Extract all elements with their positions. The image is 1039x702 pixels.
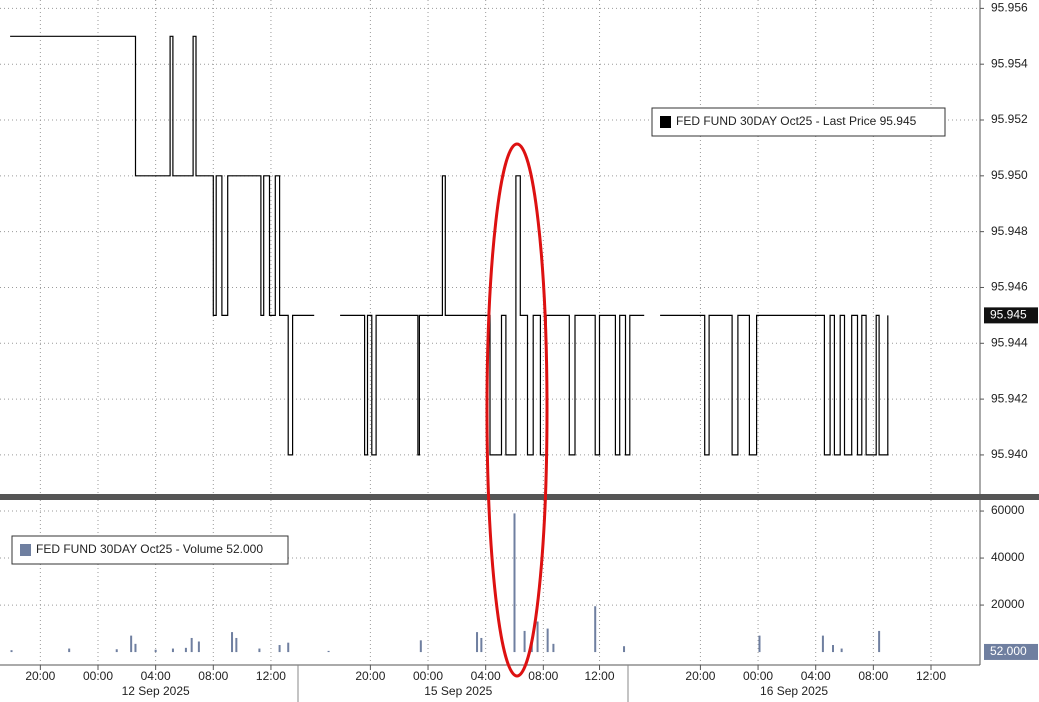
y-tick-label: 20000 [991, 597, 1025, 611]
legend-label: FED FUND 30DAY Oct25 - Volume 52.000 [36, 542, 263, 556]
volume-bar [513, 513, 516, 653]
x-tick-label: 00:00 [743, 669, 773, 683]
x-tick-label: 04:00 [471, 669, 501, 683]
x-tick-label: 00:00 [83, 669, 113, 683]
x-tick-label: 04:00 [801, 669, 831, 683]
volume-bar [623, 646, 626, 653]
last-value-label: 95.945 [990, 308, 1027, 322]
volume-bar [184, 647, 187, 653]
volume-bar [878, 630, 881, 653]
legend-swatch [20, 544, 31, 556]
volume-bar [476, 632, 479, 653]
volume-bar [821, 635, 824, 653]
legend-box [11, 535, 289, 565]
y-tick-label: 95.948 [991, 224, 1028, 238]
x-tick-label: 20:00 [355, 669, 385, 683]
y-tick-label: 95.942 [991, 391, 1028, 405]
volume-bar [130, 635, 133, 653]
volume-bar [231, 632, 234, 653]
y-tick-label: 60000 [991, 503, 1025, 517]
volume-bar [197, 641, 200, 653]
volume-bar [536, 621, 539, 653]
volume-bar [134, 643, 137, 653]
x-tick-label: 00:00 [413, 669, 443, 683]
volume-bar [278, 645, 281, 653]
date-label: 12 Sep 2025 [122, 684, 190, 698]
volume-bar [115, 649, 118, 653]
last-value-tag [984, 643, 1038, 660]
x-tick-label: 04:00 [141, 669, 171, 683]
volume-bar [594, 606, 597, 653]
volume-bar [840, 648, 843, 653]
panel-separator [0, 494, 1039, 500]
x-tick-label: 08:00 [198, 669, 228, 683]
y-tick-label: 95.954 [991, 56, 1028, 70]
volume-bar [327, 650, 330, 653]
y-tick-label: 95.952 [991, 112, 1028, 126]
x-tick-label: 12:00 [256, 669, 286, 683]
x-tick-label: 12:00 [585, 669, 615, 683]
x-tick-label: 12:00 [916, 669, 946, 683]
volume-bar [154, 649, 157, 653]
volume-bar [10, 650, 13, 653]
volume-bar [287, 642, 290, 653]
volume-bar [190, 637, 193, 653]
volume-bar [235, 637, 238, 653]
volume-bar [258, 648, 261, 653]
volume-bar [758, 635, 761, 653]
y-tick-label: 40000 [991, 550, 1025, 564]
last-value-tag [984, 307, 1038, 324]
y-tick-label: 95.956 [991, 1, 1028, 15]
last-value-label: 52.000 [990, 644, 1027, 658]
volume-bar [171, 648, 174, 653]
legend-label: FED FUND 30DAY Oct25 - Last Price 95.945 [676, 114, 917, 128]
x-tick-label: 20:00 [685, 669, 715, 683]
x-tick-label: 08:00 [528, 669, 558, 683]
x-tick-label: 20:00 [25, 669, 55, 683]
y-tick-label: 95.946 [991, 280, 1028, 294]
volume-bar [546, 628, 549, 653]
price-line [10, 35, 889, 456]
legend-swatch [660, 116, 671, 128]
legend: FED FUND 30DAY Oct25 - Last Price 95.945 [651, 107, 946, 137]
highlight-ellipse [485, 142, 549, 678]
y-tick-label: 95.940 [991, 447, 1028, 461]
legend: FED FUND 30DAY Oct25 - Volume 52.000 [11, 535, 289, 565]
date-label: 15 Sep 2025 [424, 684, 492, 698]
y-tick-label: 95.950 [991, 168, 1028, 182]
volume-bar [832, 645, 834, 653]
volume-bar [523, 630, 526, 653]
date-label: 16 Sep 2025 [760, 684, 828, 698]
volume-bar [68, 648, 71, 653]
volume-bar [419, 640, 422, 653]
y-tick-label: 95.944 [991, 335, 1028, 349]
legend-box [651, 107, 946, 137]
volume-bar [552, 643, 555, 653]
volume-bar [480, 637, 483, 653]
x-tick-label: 08:00 [858, 669, 888, 683]
